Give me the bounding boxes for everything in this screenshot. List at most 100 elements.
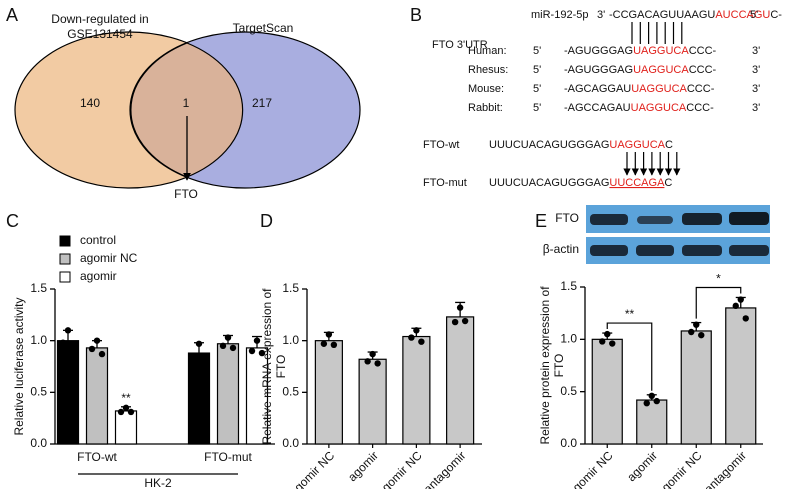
x-tick-label: agomir (624, 448, 660, 484)
data-point (320, 340, 328, 347)
significance: ** (625, 307, 635, 321)
species-seq: -AGUGGGAGUAGGUCACCC- (564, 45, 717, 57)
seq-end: 3' (752, 102, 760, 114)
seq-end: 3' (752, 45, 760, 57)
y-tick-label: 0.0 (30, 436, 47, 450)
seed: UAGGUCA (633, 64, 689, 76)
band (682, 245, 722, 256)
panel-label: E (535, 211, 547, 231)
data-point (451, 318, 459, 326)
blot-label: β-actin (543, 242, 579, 256)
legend-swatch (59, 253, 71, 265)
seq-end: 5' (533, 64, 541, 76)
bar (725, 307, 757, 445)
y-tick-label: 1.0 (30, 333, 47, 347)
data-point (732, 302, 739, 310)
data-point (224, 334, 232, 341)
data-point (609, 340, 616, 347)
arrow-label: FTO (174, 187, 198, 201)
y-axis-label: FTO (274, 355, 288, 379)
band (637, 216, 673, 224)
significance: ** (121, 391, 131, 405)
data-point (737, 296, 744, 303)
band (729, 212, 769, 225)
y-tick-label: 0.0 (282, 436, 299, 450)
data-point (698, 331, 705, 339)
panel-label: D (260, 211, 273, 231)
significance: * (716, 272, 721, 286)
species-seq: -AGCCAGAUUAGGUCACCC- (564, 102, 714, 114)
seq-part: CCC- (689, 64, 717, 76)
bar (591, 338, 623, 445)
data-point (117, 408, 125, 416)
utr-label: FTO 3'UTR (432, 39, 488, 51)
data-point (653, 397, 660, 405)
data-point (219, 342, 227, 350)
y-axis-label: Relative protein expression of (538, 286, 552, 445)
data-point (688, 328, 695, 336)
bar (216, 343, 240, 445)
bar (245, 347, 269, 445)
y-tick-label: 1.5 (560, 279, 577, 293)
band (590, 214, 628, 225)
y-axis-label: Relative mRNA expression of (260, 288, 274, 445)
data-point (418, 338, 425, 345)
seq-part: CCC- (689, 45, 717, 57)
bar (446, 316, 475, 445)
seq-end: 3' (752, 64, 760, 76)
y-tick-label: 1.5 (30, 281, 47, 295)
set-label: Down-regulated in (51, 12, 148, 26)
band (636, 245, 674, 256)
bar (680, 330, 712, 445)
y-tick-label: 1.0 (560, 332, 577, 346)
x-tick-label: agomir NC (287, 448, 338, 489)
bar (85, 347, 109, 445)
significance-bracket (695, 286, 742, 319)
data-point (248, 347, 256, 355)
data-point (408, 334, 415, 341)
seq-part: -AGCCAGAU (564, 102, 631, 114)
bar (402, 335, 431, 445)
data-point (693, 321, 700, 328)
seq-part: -AGCAGGAU (564, 83, 631, 95)
mirna-name: miR-192-5p (531, 9, 588, 21)
data-point (330, 341, 338, 348)
seed: AUCCAGU (715, 9, 770, 21)
seq-part: -AGUGGGAG (564, 45, 633, 57)
data-point (364, 358, 371, 365)
sequence-panel: miR-192-5p 3' -CCGACAGUUAAGUAUCCAGUC- 5'… (423, 9, 782, 189)
data-point (413, 327, 420, 334)
set-label: TargetScan (233, 21, 294, 35)
venn: Down-regulated in GSE131454 TargetScan 1… (14, 12, 361, 201)
y-tick-label: 0.5 (560, 384, 577, 398)
bar (636, 399, 668, 445)
data-point (69, 345, 77, 353)
bar (358, 358, 387, 445)
x-tick-label: agomir NC (565, 448, 616, 489)
mirna-seq: -CCGACAGUUAAGUAUCCAGUC- (609, 9, 782, 21)
seed: UAGGUCA (609, 139, 665, 151)
band (590, 245, 628, 256)
count: 1 (183, 96, 190, 110)
data-point (127, 408, 135, 416)
data-point (59, 339, 67, 346)
species-name: Human: (468, 45, 507, 57)
seq-part: CCC- (686, 102, 714, 114)
y-axis-label: FTO (552, 354, 566, 378)
group-label: HK-2 (144, 476, 172, 489)
seq-end: 5' (533, 102, 541, 114)
seq-part: UUUCUACAGUGGGAG (489, 139, 609, 151)
construct-name: FTO-mut (423, 177, 467, 189)
data-point (190, 352, 198, 360)
count: 217 (252, 96, 272, 110)
legend-label: agomir NC (80, 251, 138, 265)
species-name: Rabbit: (468, 102, 503, 114)
seq-end: 3' (752, 83, 760, 95)
construct-seq: UUUCUACAGUGGGAGUAGGUCAC (489, 139, 673, 151)
data-point (325, 331, 333, 338)
set-label: GSE131454 (67, 27, 133, 41)
data-point (599, 338, 606, 345)
seed: UAGGUCA (631, 102, 687, 114)
data-point (93, 337, 101, 344)
seq-part: UUUCUACAGUGGGAG (489, 177, 609, 189)
